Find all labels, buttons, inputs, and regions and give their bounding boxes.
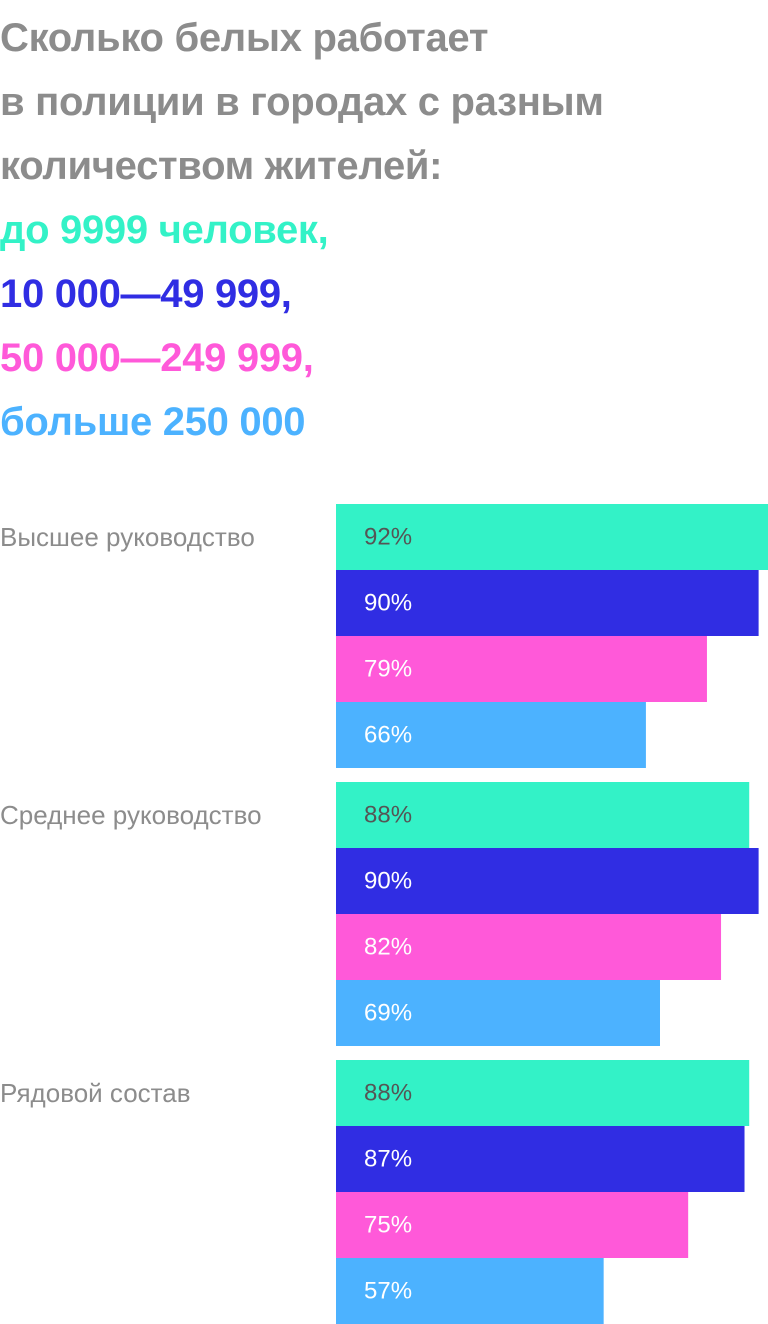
bar-value-label: 92%: [364, 524, 412, 551]
bar: [336, 914, 722, 980]
legend-entry-2: 10 000—49 999,: [0, 272, 292, 316]
chart-title-line-2: в полиции в городах с разным: [0, 80, 604, 124]
bar-value-label: 57%: [364, 1278, 412, 1305]
bar-value-label: 66%: [364, 722, 412, 749]
category-label: Высшее руководство: [0, 522, 255, 552]
bar: [336, 504, 768, 570]
legend-entry-4: больше 250 000: [0, 400, 306, 444]
chart-title-line-3: количеством жителей:: [0, 144, 443, 188]
category-label: Рядовой состав: [0, 1078, 191, 1108]
legend-entry-1: до 9999 человек,: [0, 208, 329, 252]
bar-value-label: 69%: [364, 1000, 412, 1027]
bar: [336, 636, 707, 702]
bar-value-label: 90%: [364, 868, 412, 895]
bar-value-label: 82%: [364, 934, 412, 961]
bar: [336, 848, 759, 914]
bar: [336, 1126, 745, 1192]
bar-value-label: 87%: [364, 1146, 412, 1173]
bar: [336, 980, 660, 1046]
bar: [336, 1060, 750, 1126]
bar-value-label: 79%: [364, 656, 412, 683]
legend-entry-3: 50 000—249 999,: [0, 336, 314, 380]
chart-title-block: Сколько белых работает в полиции в город…: [0, 6, 768, 454]
bar: [336, 782, 750, 848]
bar: [336, 1258, 604, 1324]
bar-value-label: 90%: [364, 590, 412, 617]
bar-value-label: 75%: [364, 1212, 412, 1239]
chart-title-line-1: Сколько белых работает: [0, 16, 489, 60]
bar-value-label: 88%: [364, 802, 412, 829]
bar-value-label: 88%: [364, 1080, 412, 1107]
bar: [336, 570, 759, 636]
bar: [336, 1192, 689, 1258]
bar: [336, 702, 646, 768]
category-label: Среднее руководство: [0, 800, 262, 830]
